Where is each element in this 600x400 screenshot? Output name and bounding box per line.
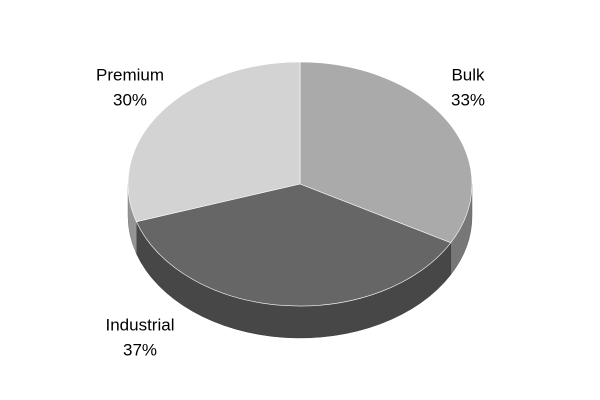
slice <box>299 61 473 244</box>
slice-label: Bulk <box>451 65 485 84</box>
slice-label: Premium <box>96 65 164 84</box>
slice-label: Industrial <box>106 315 175 334</box>
slice <box>127 61 301 223</box>
slice <box>135 183 452 307</box>
slice-value-label: 33% <box>451 90 485 109</box>
slice-value-label: 30% <box>113 90 147 109</box>
slice-value-label: 37% <box>123 340 157 359</box>
